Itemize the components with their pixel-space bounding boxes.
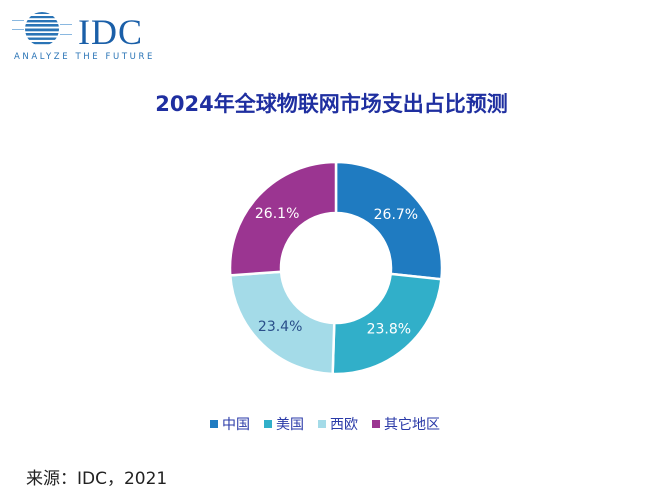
- idc-logo: IDC ANALYZE THE FUTURE: [12, 10, 162, 62]
- donut-slice: [331, 272, 443, 376]
- legend-item-china: 中国: [210, 414, 250, 434]
- swatch-icon: [264, 420, 272, 428]
- legend-item-usa: 美国: [264, 414, 304, 434]
- logo-tagline: ANALYZE THE FUTURE: [14, 52, 155, 62]
- slice-label: 26.1%: [255, 206, 299, 222]
- chart-title: 2024年全球物联网市场支出占比预测: [155, 92, 508, 116]
- legend-item-western-europe: 西欧: [318, 414, 358, 434]
- slice-label: 23.4%: [258, 319, 302, 335]
- slice-label: 26.7%: [374, 207, 418, 223]
- swatch-icon: [318, 420, 326, 428]
- slice-label: 23.8%: [367, 322, 411, 338]
- donut-slice: [334, 160, 444, 281]
- legend-item-other: 其它地区: [372, 414, 440, 434]
- logo-text: IDC: [78, 12, 143, 52]
- donut-slice: [228, 160, 338, 277]
- legend: 中国 美国 西欧 其它地区: [210, 414, 440, 434]
- globe-icon: [12, 12, 72, 45]
- swatch-icon: [210, 420, 218, 428]
- source-note: 来源：IDC，2021: [26, 469, 168, 489]
- donut-slice: [228, 270, 336, 376]
- swatch-icon: [372, 420, 380, 428]
